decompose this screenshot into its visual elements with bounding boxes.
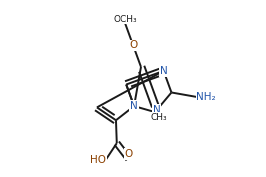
Text: CH₃: CH₃	[150, 113, 167, 122]
Text: N: N	[130, 101, 138, 111]
Text: HO: HO	[90, 155, 106, 165]
Text: O: O	[129, 40, 137, 50]
Text: N: N	[160, 66, 168, 76]
Text: O: O	[125, 149, 133, 159]
Text: NH₂: NH₂	[196, 92, 216, 102]
Text: OCH₃: OCH₃	[114, 15, 137, 24]
Text: N: N	[153, 105, 161, 115]
